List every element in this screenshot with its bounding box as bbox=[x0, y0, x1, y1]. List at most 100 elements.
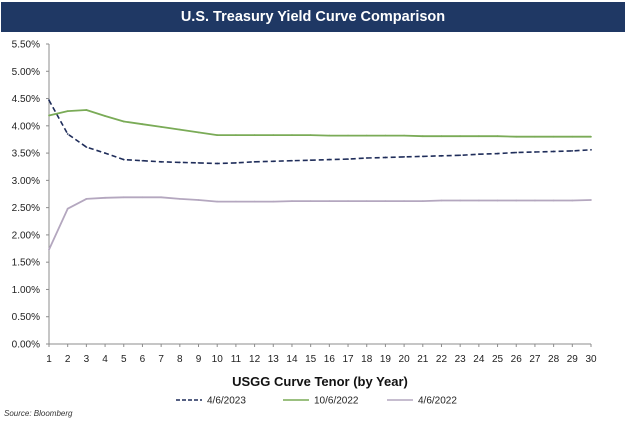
data-point bbox=[328, 200, 331, 202]
x-tick-label: 19 bbox=[380, 354, 392, 365]
x-tick-label: 22 bbox=[436, 354, 448, 365]
data-point bbox=[347, 134, 349, 137]
data-point bbox=[272, 134, 275, 136]
data-point bbox=[515, 199, 518, 202]
data-point bbox=[85, 146, 88, 148]
data-point bbox=[253, 200, 256, 203]
y-tick-label: 5.50% bbox=[12, 40, 40, 51]
x-tick-label: 17 bbox=[342, 354, 354, 365]
y-tick-label: 0.00% bbox=[12, 340, 40, 351]
source-note: Source: Bloomberg bbox=[4, 409, 73, 418]
data-point bbox=[365, 200, 368, 202]
data-point bbox=[496, 152, 499, 155]
data-point bbox=[141, 196, 144, 199]
y-tick-label: 2.50% bbox=[12, 203, 40, 214]
x-axis-label: USGG Curve Tenor (by Year) bbox=[232, 374, 408, 389]
y-tick-label: 5.00% bbox=[12, 67, 40, 78]
data-point bbox=[347, 200, 349, 202]
x-tick-label: 23 bbox=[455, 354, 467, 365]
data-point bbox=[440, 199, 443, 202]
data-point bbox=[459, 154, 462, 157]
data-point bbox=[571, 135, 574, 138]
data-point bbox=[66, 110, 69, 112]
data-point bbox=[403, 156, 406, 158]
data-point bbox=[178, 161, 181, 164]
x-tick-label: 1 bbox=[46, 354, 52, 365]
x-tick-label: 11 bbox=[231, 354, 242, 365]
data-point bbox=[403, 200, 406, 202]
data-point bbox=[552, 135, 555, 138]
data-point bbox=[48, 248, 50, 251]
x-tick-label: 14 bbox=[286, 354, 298, 365]
data-point bbox=[440, 135, 443, 138]
data-point bbox=[384, 200, 387, 202]
data-point bbox=[291, 134, 293, 136]
x-tick-label: 29 bbox=[567, 354, 579, 365]
data-point bbox=[197, 199, 200, 201]
legend-label-1: 4/6/2023 bbox=[207, 396, 246, 407]
data-point bbox=[552, 199, 555, 202]
data-point bbox=[534, 199, 536, 202]
y-tick-label: 1.50% bbox=[12, 258, 40, 269]
data-point bbox=[234, 162, 237, 164]
data-point bbox=[66, 207, 69, 210]
data-point bbox=[309, 200, 312, 202]
data-point bbox=[234, 134, 237, 136]
data-point bbox=[291, 200, 293, 202]
data-point bbox=[590, 148, 592, 151]
data-point bbox=[365, 134, 368, 137]
data-point bbox=[403, 134, 406, 137]
x-tick-label: 25 bbox=[492, 354, 504, 365]
x-tick-label: 8 bbox=[177, 354, 183, 365]
x-tick-label: 26 bbox=[511, 354, 523, 365]
data-point bbox=[160, 160, 163, 163]
data-point bbox=[216, 200, 219, 203]
data-point bbox=[122, 158, 125, 161]
data-point bbox=[272, 200, 275, 203]
data-point bbox=[590, 135, 592, 138]
data-point bbox=[590, 199, 592, 201]
data-point bbox=[178, 128, 181, 131]
data-point bbox=[477, 153, 480, 156]
data-point bbox=[440, 154, 443, 157]
data-point bbox=[421, 200, 424, 202]
data-point bbox=[421, 155, 424, 158]
x-tick-label: 10 bbox=[212, 354, 224, 365]
data-point bbox=[104, 196, 106, 199]
data-point bbox=[515, 135, 518, 138]
data-point bbox=[160, 126, 163, 128]
series-line-2 bbox=[48, 109, 591, 138]
data-point bbox=[122, 120, 125, 123]
data-point bbox=[66, 133, 69, 135]
y-tick-label: 4.50% bbox=[12, 94, 40, 105]
x-tick-label: 5 bbox=[121, 354, 127, 365]
x-tick-label: 27 bbox=[529, 354, 541, 365]
data-point bbox=[122, 196, 125, 199]
x-tick-label: 28 bbox=[548, 354, 560, 365]
x-tick-label: 15 bbox=[305, 354, 317, 365]
data-point bbox=[534, 151, 536, 153]
data-point bbox=[291, 159, 293, 162]
y-tick-label: 1.00% bbox=[12, 285, 40, 296]
y-tick-label: 3.00% bbox=[12, 176, 40, 187]
data-point bbox=[48, 99, 50, 102]
data-point bbox=[104, 115, 106, 117]
data-point bbox=[365, 157, 368, 159]
data-point bbox=[496, 135, 499, 138]
x-tick-label: 3 bbox=[84, 354, 90, 365]
data-point bbox=[534, 135, 536, 138]
x-tick-label: 4 bbox=[102, 354, 108, 365]
data-point bbox=[552, 150, 555, 153]
data-point bbox=[571, 199, 574, 202]
y-tick-label: 2.00% bbox=[12, 230, 40, 241]
data-point bbox=[328, 134, 331, 137]
data-point bbox=[309, 159, 312, 162]
data-point bbox=[384, 134, 387, 137]
data-point bbox=[477, 199, 480, 202]
data-point bbox=[459, 135, 462, 138]
data-point bbox=[216, 162, 219, 165]
data-point bbox=[477, 135, 480, 138]
x-tick-label: 7 bbox=[158, 354, 164, 365]
